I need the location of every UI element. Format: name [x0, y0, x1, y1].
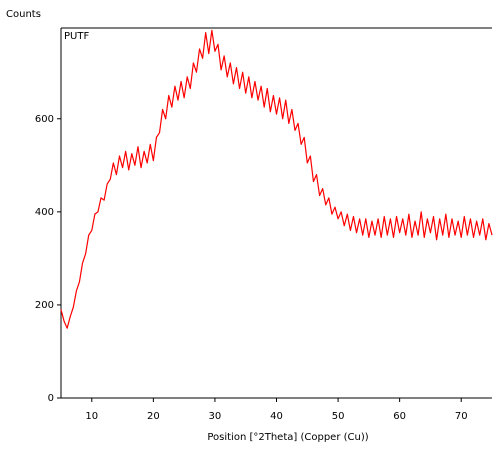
x-tick-label: 30 [209, 411, 222, 422]
x-tick-label: 40 [270, 411, 283, 422]
x-axis-label: Position [°2Theta] (Copper (Cu)) [207, 432, 368, 443]
y-tick-label: 600 [35, 114, 54, 125]
x-tick-label: 20 [147, 411, 160, 422]
y-tick-label: 200 [35, 300, 54, 311]
y-tick-label: 400 [35, 207, 54, 218]
x-tick-label: 10 [85, 411, 98, 422]
y-axis-label: Counts [6, 9, 41, 20]
x-tick-label: 70 [455, 411, 468, 422]
y-tick-label: 0 [48, 393, 54, 404]
annotation: PUTF [64, 31, 89, 42]
data-line [60, 29, 493, 329]
x-tick-label: 60 [393, 411, 406, 422]
x-tick-label: 50 [332, 411, 345, 422]
